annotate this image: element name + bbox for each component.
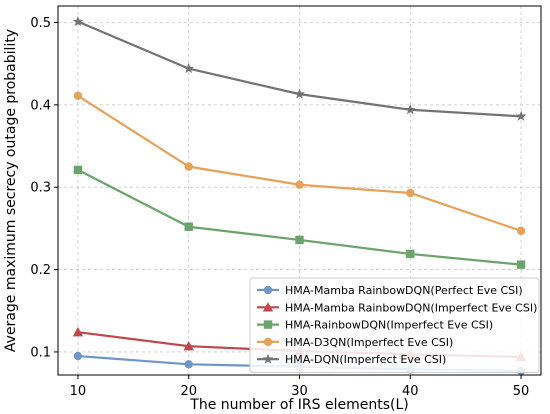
data-point xyxy=(72,16,84,27)
legend-label: HMA-DQN(Imperfect Eve CSI) xyxy=(285,353,446,366)
legend-box xyxy=(249,277,540,373)
y-tick-label: 0.1 xyxy=(30,345,51,360)
legend-item: HMA-RainbowDQN(Imperfect Eve CSI) xyxy=(257,319,493,332)
legend-swatch-marker xyxy=(262,353,274,364)
legend-item: HMA-Mamba RainbowDQN(Perfect Eve CSI) xyxy=(257,284,523,297)
legend: HMA-Mamba RainbowDQN(Perfect Eve CSI) HMA… xyxy=(249,277,540,373)
data-point xyxy=(295,235,304,245)
y-tick-label: 0.5 xyxy=(30,16,51,31)
data-point xyxy=(294,88,305,99)
data-point xyxy=(183,340,194,351)
series-3 xyxy=(73,165,526,269)
series-4 xyxy=(73,91,526,236)
data-point xyxy=(295,180,304,189)
y-tick-label: 0.2 xyxy=(30,263,51,278)
y-axis-title: Average maximum secrecy outage probabili… xyxy=(3,29,19,352)
x-tick-label: 30 xyxy=(291,384,308,399)
y-tick-label: 0.4 xyxy=(30,98,51,113)
y-tick-label: 0.3 xyxy=(30,181,51,196)
legend-label: HMA-Mamba RainbowDQN(Imperfect Eve CSI) xyxy=(285,301,537,314)
data-point xyxy=(184,162,193,171)
x-tick-label: 10 xyxy=(70,384,87,399)
x-tick-label: 40 xyxy=(402,384,419,399)
legend-swatch-marker xyxy=(263,320,273,329)
legend-item: HMA-D3QN(Imperfect Eve CSI) xyxy=(257,336,453,349)
x-tick-label: 20 xyxy=(180,384,197,399)
data-point xyxy=(184,360,193,369)
data-point xyxy=(406,249,415,259)
legend-label: HMA-RainbowDQN(Imperfect Eve CSI) xyxy=(285,319,493,332)
legend-swatch-marker xyxy=(263,337,273,347)
legend-label: HMA-D3QN(Imperfect Eve CSI) xyxy=(285,336,453,349)
data-point xyxy=(72,326,84,337)
x-tick-label: 50 xyxy=(513,384,530,399)
data-point xyxy=(515,110,527,121)
data-point xyxy=(73,91,83,100)
data-point xyxy=(516,260,526,269)
data-point xyxy=(183,63,195,74)
legend-label: HMA-Mamba RainbowDQN(Perfect Eve CSI) xyxy=(285,284,523,297)
data-point xyxy=(73,351,83,361)
data-point xyxy=(404,104,416,115)
legend-swatch-marker xyxy=(262,302,274,312)
data-point xyxy=(73,165,83,175)
data-point xyxy=(184,222,193,231)
data-point xyxy=(406,188,415,198)
series-5 xyxy=(72,16,527,121)
axis-ticks: 10 20 30 40 50 0.1 0.2 0.3 0.4 0.5 xyxy=(30,16,529,399)
legend-item: HMA-Mamba RainbowDQN(Imperfect Eve CSI) xyxy=(257,301,537,314)
legend-item: HMA-DQN(Imperfect Eve CSI) xyxy=(257,353,446,366)
data-point xyxy=(516,226,526,236)
x-axis-title: The number of IRS elements(L) xyxy=(189,397,408,413)
legend-swatch-marker xyxy=(263,285,273,295)
